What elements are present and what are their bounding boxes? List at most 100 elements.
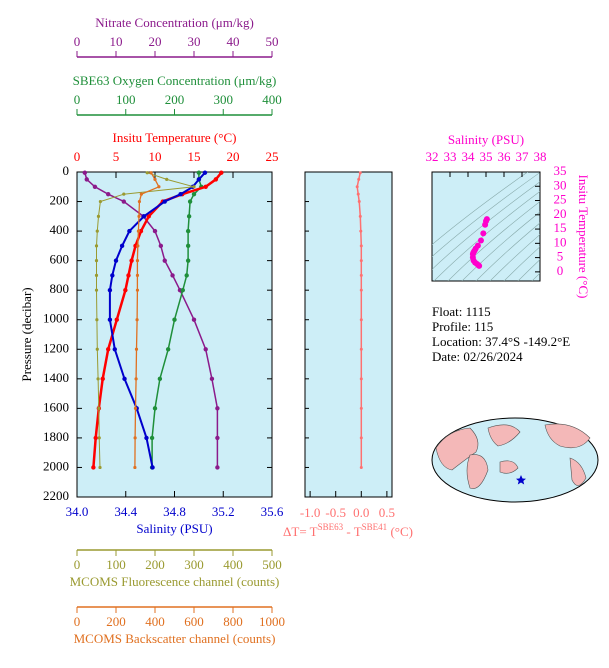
- world-map: [431, 417, 599, 503]
- x-tick-label: 35.2: [212, 504, 235, 519]
- profile-marker: [136, 244, 140, 248]
- x-tick-label: 35: [480, 149, 493, 164]
- x-tick-label: -1.0: [300, 505, 321, 520]
- x-tick-label: 34.0: [66, 504, 89, 519]
- profile-marker: [134, 347, 139, 351]
- x-axis-title: ΔT= TSBE63 - TSBE41 (°C): [283, 522, 413, 539]
- x-tick-label: 0: [74, 557, 81, 572]
- float-info: Float: 1115: [432, 304, 491, 319]
- profile-marker: [153, 177, 157, 181]
- y-tick-label: 1400: [43, 370, 69, 385]
- y-tick-label: 2200: [43, 488, 69, 503]
- profile-marker: [355, 185, 359, 189]
- profile-marker: [187, 199, 193, 204]
- profile-marker: [100, 376, 105, 382]
- map-land: [466, 454, 489, 489]
- profile-marker: [219, 170, 224, 175]
- density-contour: [433, 191, 540, 281]
- profile-marker: [191, 317, 197, 322]
- map-land: [569, 457, 587, 486]
- profile-marker: [135, 273, 140, 278]
- profile-marker: [98, 199, 102, 204]
- profile-marker: [112, 347, 117, 352]
- profile-marker: [149, 171, 153, 175]
- profile-marker: [358, 214, 362, 218]
- profile-marker: [191, 191, 197, 197]
- x-tick-label: 32: [426, 149, 439, 164]
- profile-marker: [162, 258, 167, 263]
- y-axis-title: Insitu Temperature (°C): [576, 175, 591, 299]
- x-tick-label: 50: [266, 34, 279, 49]
- y-tick-label: 1800: [43, 429, 69, 444]
- y-tick-label: 35: [554, 163, 567, 178]
- x-axis-title-part: (°C): [387, 524, 413, 539]
- density-contours: [432, 172, 540, 281]
- x-tick-label: 37: [516, 149, 530, 164]
- density-contour: [447, 201, 540, 281]
- y-tick-label: 1600: [43, 399, 69, 414]
- profile-marker: [134, 377, 138, 381]
- x-tick-label: 400: [145, 614, 165, 629]
- profile-marker: [114, 317, 119, 322]
- x-axis-title: Insitu Temperature (°C): [113, 130, 237, 145]
- map-land: [435, 427, 479, 471]
- x-tick-label: 25: [266, 149, 279, 164]
- profile-marker: [202, 170, 208, 175]
- profile-marker: [93, 435, 98, 441]
- y-tick-label: 1000: [43, 311, 69, 326]
- x-tick-label: 34.8: [163, 504, 186, 519]
- profile-marker: [96, 214, 101, 218]
- profile-marker: [203, 184, 208, 189]
- profile-marker: [92, 184, 98, 189]
- y-tick-label: 1200: [43, 340, 69, 355]
- profile-marker: [359, 377, 363, 381]
- profile-marker: [145, 171, 149, 175]
- profile-marker: [94, 244, 99, 248]
- profile-marker: [357, 177, 361, 181]
- x-axis-title: Salinity (PSU): [136, 521, 212, 536]
- x-tick-label: 400: [262, 92, 282, 107]
- profile-marker: [165, 347, 171, 352]
- ts-point: [477, 237, 484, 244]
- float-location: [516, 475, 526, 485]
- profile-marker: [146, 214, 151, 219]
- profile-marker: [359, 436, 363, 440]
- profile-marker: [152, 406, 158, 411]
- profile-marker: [94, 259, 99, 263]
- x-tick-label: 0.5: [379, 505, 395, 520]
- x-tick-label: 200: [106, 614, 126, 629]
- profile-marker: [184, 273, 189, 278]
- profile-marker: [215, 406, 220, 411]
- x-tick-label: 300: [184, 557, 204, 572]
- profile-marker: [152, 228, 158, 234]
- profile-marker: [359, 259, 363, 263]
- profile-marker: [356, 192, 360, 196]
- profile-marker: [133, 243, 138, 249]
- y-axis-title: Pressure (decibar): [19, 287, 34, 381]
- profile-marker: [95, 229, 99, 233]
- float-info: Date: 02/26/2024: [432, 349, 523, 364]
- x-tick-label: 0: [74, 92, 81, 107]
- profile-marker: [185, 243, 191, 249]
- density-contour: [489, 234, 540, 281]
- x-axis-title: Nitrate Concentration (μm/kg): [95, 15, 254, 30]
- profile-marker: [180, 287, 185, 293]
- x-tick-label: 38: [534, 149, 547, 164]
- profile-marker: [110, 273, 115, 278]
- profile-marker: [98, 465, 102, 470]
- x-axis-title: Salinity (PSU): [448, 132, 524, 147]
- density-contour: [503, 246, 540, 281]
- profile-marker: [186, 214, 192, 219]
- x-axis-title: MCOMS Backscatter channel (counts): [74, 631, 276, 646]
- x-tick-label: 100: [116, 92, 136, 107]
- x-tick-label: 200: [145, 557, 165, 572]
- x-tick-label: 100: [106, 557, 126, 572]
- profile-marker: [107, 287, 113, 293]
- x-axis-title: MCOMS Fluorescence channel (counts): [70, 574, 280, 589]
- map-land: [499, 460, 519, 474]
- profile-marker: [359, 244, 363, 248]
- profile-marker: [106, 347, 111, 352]
- profile-marker: [170, 273, 175, 278]
